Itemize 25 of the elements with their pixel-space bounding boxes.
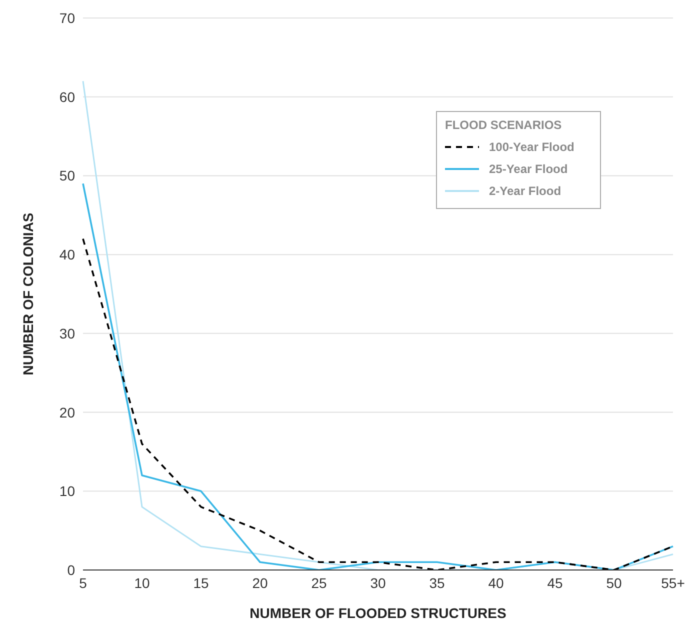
x-tick-label: 15: [193, 574, 209, 591]
x-tick-label: 40: [488, 574, 504, 591]
x-tick-label: 55+: [661, 574, 685, 591]
x-tick-label: 20: [252, 574, 268, 591]
y-tick-label: 50: [59, 168, 76, 184]
y-tick-label: 10: [59, 483, 76, 500]
y-tick-label: 0: [67, 562, 76, 578]
y-tick-label: 20: [59, 404, 76, 420]
legend-label: 2-Year Flood: [489, 184, 562, 198]
y-tick-label: 70: [59, 10, 76, 26]
x-tick-label: 10: [134, 574, 150, 591]
y-tick-label: 30: [59, 325, 76, 342]
x-tick-label: 35: [429, 574, 445, 591]
y-tick-label: 60: [59, 88, 76, 105]
y-tick-label: 40: [59, 246, 76, 263]
legend-label: 25-Year Flood: [489, 162, 568, 176]
x-tick-label: 25: [311, 574, 327, 591]
legend-label: 100-Year Flood: [489, 140, 574, 154]
x-tick-label: 30: [370, 574, 386, 591]
x-tick-label: 45: [547, 574, 563, 591]
x-tick-label: 5: [79, 574, 88, 591]
x-tick-label: 50: [606, 574, 622, 591]
legend-title: FLOOD SCENARIOS: [445, 118, 563, 132]
y-axis-title: NUMBER OF COLONIAS: [20, 212, 36, 376]
x-axis-title: NUMBER OF FLOODED STRUCTURES: [250, 605, 506, 621]
